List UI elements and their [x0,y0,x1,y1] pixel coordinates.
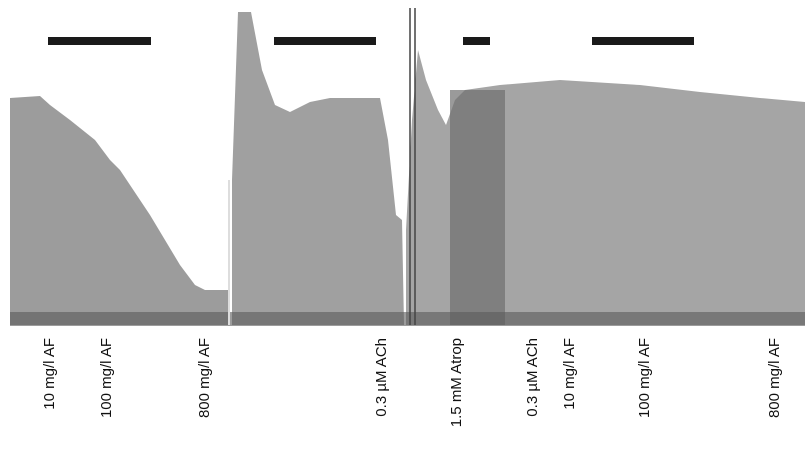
label: 100 mg/l AF [636,338,653,418]
bar [463,37,490,45]
trace [10,8,805,326]
recording-figure: 10 mg/l AF 100 mg/l AF 800 mg/l AF 0.3 µ… [0,0,812,462]
label: 10 mg/l AF [41,338,58,410]
dark-block [450,90,505,325]
label: 100 mg/l AF [98,338,115,418]
label: 0.3 µM ACh [524,338,541,417]
bar [274,37,376,45]
trace-segment [232,12,404,325]
label: 10 mg/l AF [561,338,578,410]
label: 1.5 mM Atrop [448,338,465,427]
bar [48,37,151,45]
label: 800 mg/l AF [766,338,783,418]
baseline [10,312,805,326]
trace-segment [10,96,228,325]
label: 800 mg/l AF [196,338,213,418]
label: 0.3 µM ACh [373,338,390,417]
application-bars [48,37,694,45]
labels: 10 mg/l AF 100 mg/l AF 800 mg/l AF 0.3 µ… [41,338,783,427]
bar [592,37,694,45]
